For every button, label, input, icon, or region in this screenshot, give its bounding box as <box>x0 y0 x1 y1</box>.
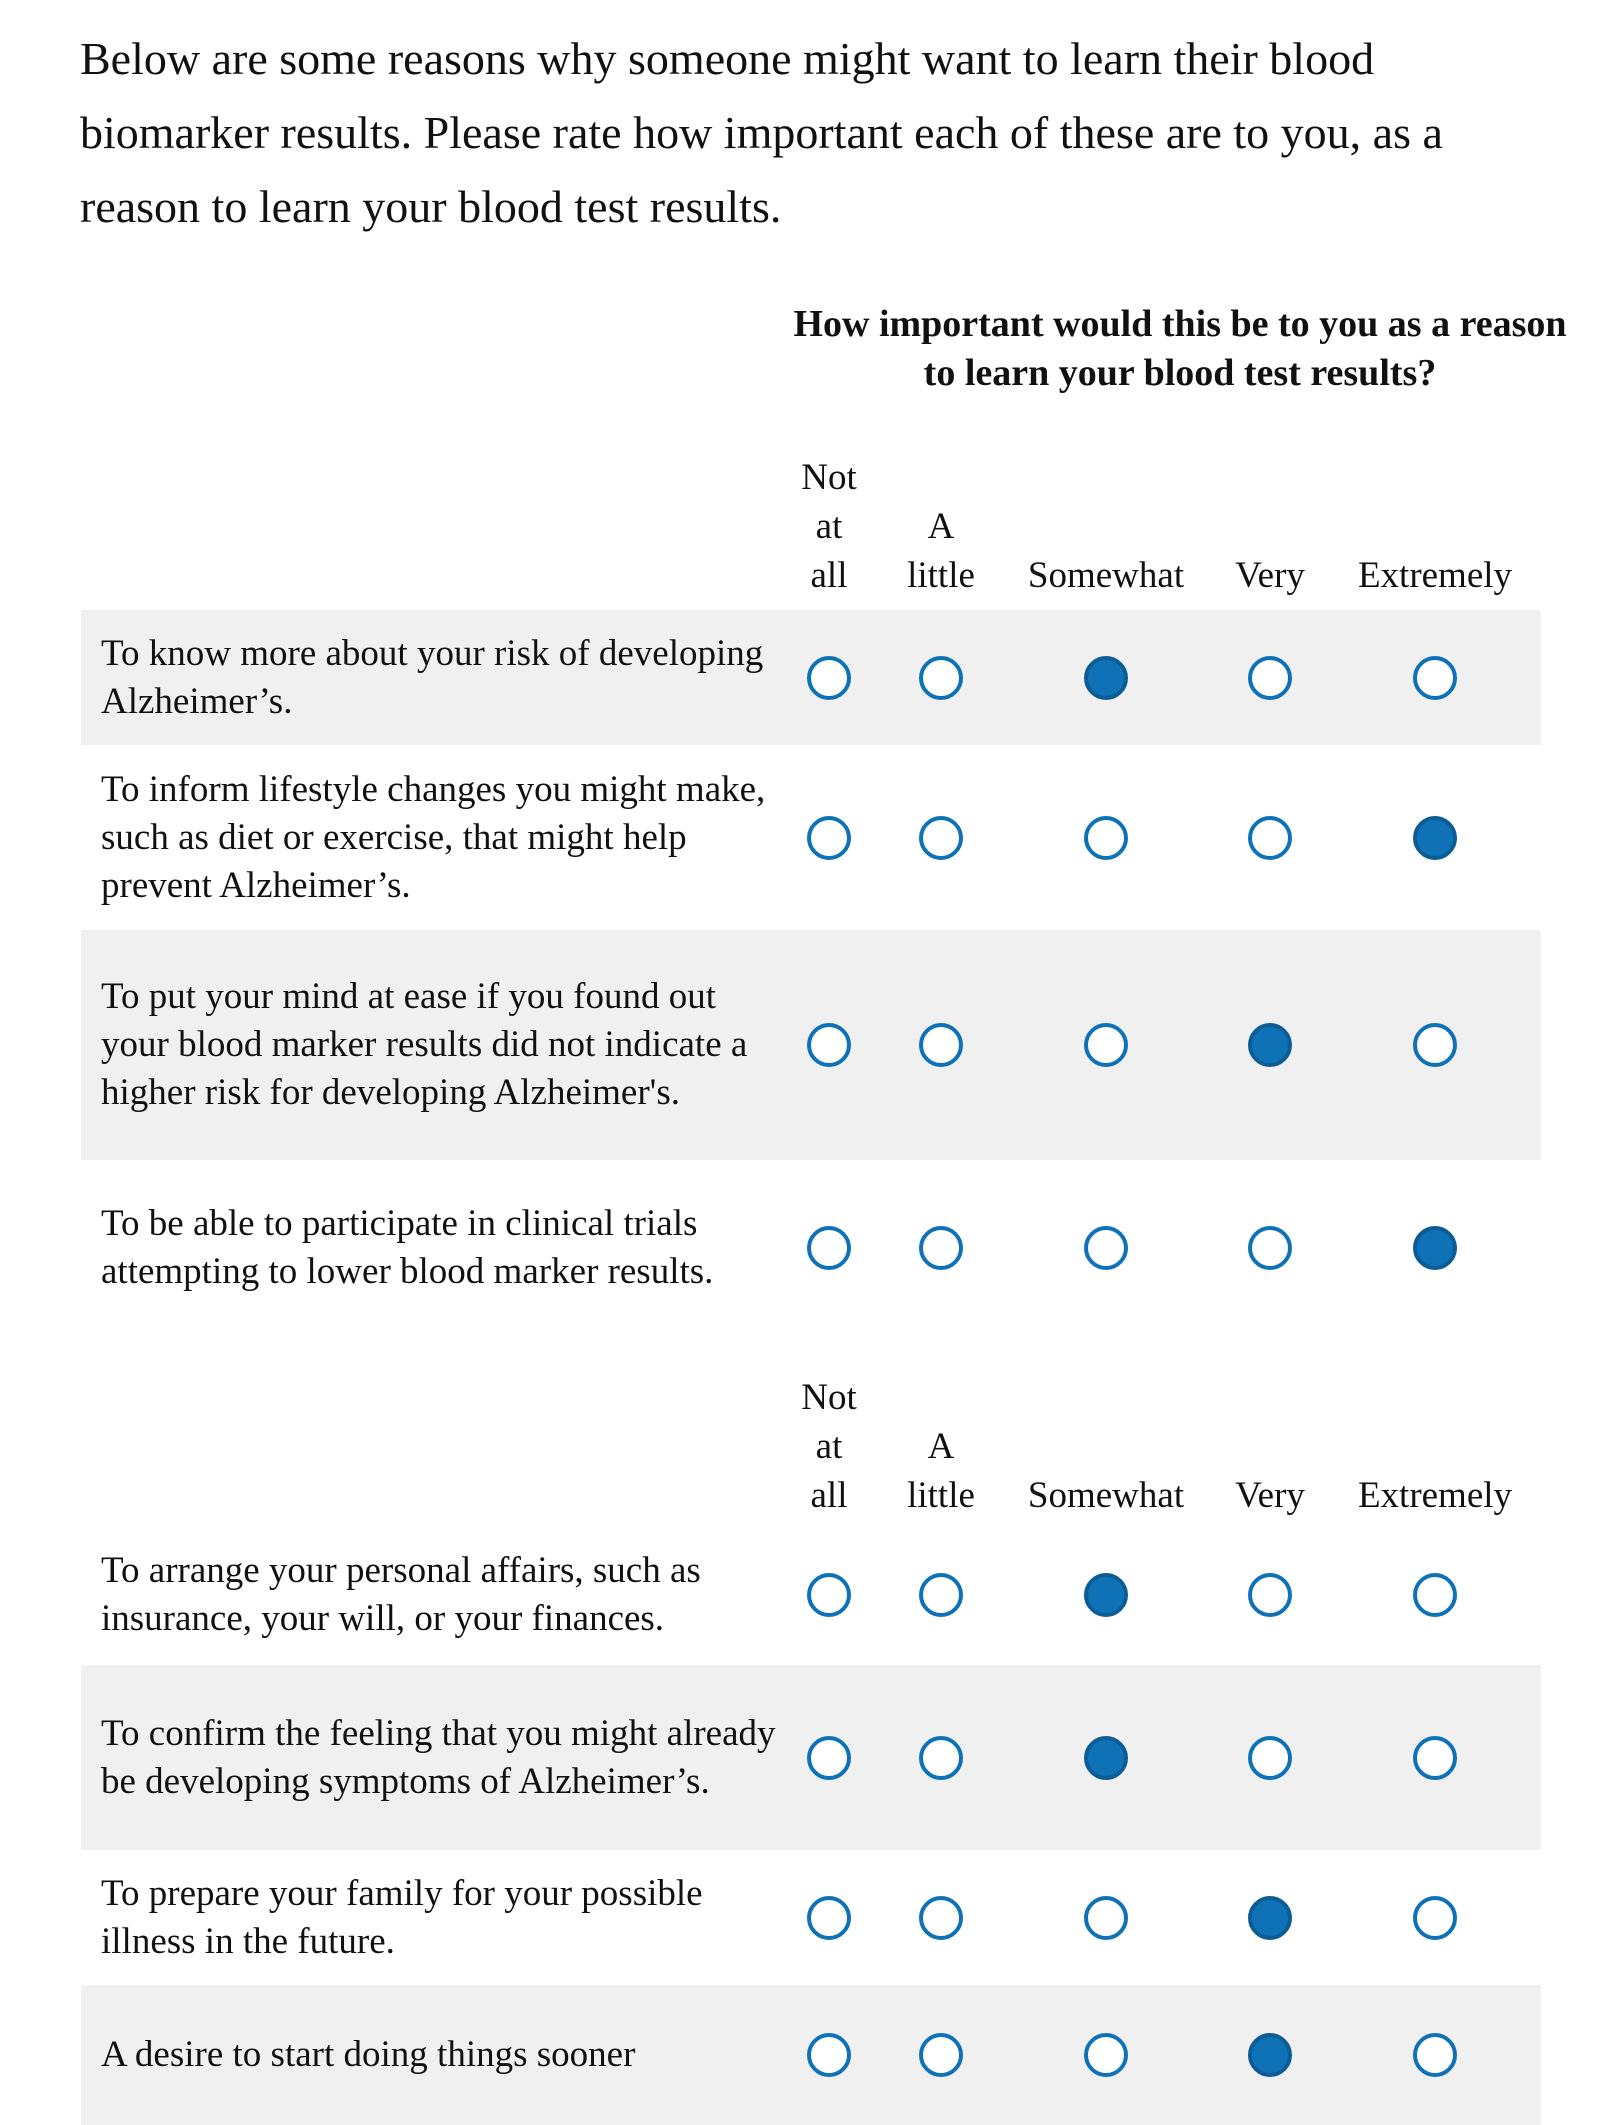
radio-a-little[interactable] <box>919 1895 963 1940</box>
radio-somewhat[interactable] <box>1084 1225 1128 1270</box>
matrix-column-title: How important would this be to you as a … <box>793 303 1567 394</box>
statement-text: To inform lifestyle changes you might ma… <box>101 768 766 906</box>
radio-very[interactable] <box>1248 1225 1292 1270</box>
statement-text: To know more about your risk of developi… <box>101 632 764 722</box>
statement-text: To arrange your personal affairs, such a… <box>101 1550 701 1639</box>
scale-label-very: Very <box>1235 555 1305 596</box>
radio-extremely[interactable] <box>1413 1573 1457 1617</box>
radio-somewhat[interactable] <box>1084 1573 1128 1617</box>
question-intro: Below are some reasons why someone might… <box>80 33 1443 232</box>
statement-row: To arrange your personal affairs, such a… <box>81 1525 1541 1665</box>
radio-a-little[interactable] <box>919 1225 963 1270</box>
radio-extremely[interactable] <box>1413 1023 1457 1067</box>
scale-label-a-little: A little <box>907 1426 975 1516</box>
statement-row: To be able to participate in clinical tr… <box>81 1160 1541 1335</box>
statement-text: To put your mind at ease if you found ou… <box>101 976 748 1113</box>
radio-very[interactable] <box>1248 1573 1292 1617</box>
radio-a-little[interactable] <box>919 655 963 700</box>
radio-extremely[interactable] <box>1413 2033 1457 2077</box>
statement-row: A desire to start doing things sooner <box>81 1985 1541 2125</box>
radio-somewhat[interactable] <box>1084 1023 1128 1067</box>
radio-somewhat[interactable] <box>1084 1735 1128 1780</box>
radio-not-at-all[interactable] <box>807 1225 851 1270</box>
radio-very[interactable] <box>1248 1023 1292 1067</box>
radio-extremely[interactable] <box>1413 1895 1457 1940</box>
scale-label-extremely: Extremely <box>1357 555 1513 596</box>
scale-label-not-at-all: Not at all <box>801 457 857 596</box>
statement-row: To know more about your risk of developi… <box>81 610 1541 745</box>
radio-very[interactable] <box>1248 1735 1292 1780</box>
statement-text: To confirm the feeling that you might al… <box>101 1712 776 1802</box>
statement-text: To prepare your family for your possible… <box>101 1872 703 1962</box>
radio-somewhat[interactable] <box>1084 1895 1128 1940</box>
radio-somewhat[interactable] <box>1084 655 1128 700</box>
scale-label-extremely: Extremely <box>1357 1475 1513 1516</box>
radio-not-at-all[interactable] <box>807 1735 851 1780</box>
statement-row: To inform lifestyle changes you might ma… <box>81 745 1541 930</box>
radio-not-at-all[interactable] <box>807 655 851 700</box>
radio-very[interactable] <box>1248 655 1292 700</box>
statement-text: A desire to start doing things sooner <box>101 2034 636 2075</box>
radio-not-at-all[interactable] <box>807 1895 851 1940</box>
radio-a-little[interactable] <box>919 1735 963 1780</box>
scale-label-not-at-all: Not at all <box>801 1377 857 1516</box>
radio-not-at-all[interactable] <box>807 1573 851 1617</box>
radio-very[interactable] <box>1248 1895 1292 1940</box>
radio-not-at-all[interactable] <box>807 815 851 860</box>
radio-very[interactable] <box>1248 2033 1292 2077</box>
scale-label-somewhat: Somewhat <box>1027 555 1185 596</box>
radio-extremely[interactable] <box>1413 655 1457 700</box>
radio-not-at-all[interactable] <box>807 1023 851 1067</box>
scale-header: Not at all A little Somewhat Very Extremely <box>0 1360 1620 1520</box>
radio-somewhat[interactable] <box>1084 2033 1128 2077</box>
radio-very[interactable] <box>1248 815 1292 860</box>
radio-a-little[interactable] <box>919 2033 963 2077</box>
scale-label-somewhat: Somewhat <box>1027 1475 1185 1516</box>
scale-label-very: Very <box>1235 1475 1305 1516</box>
statement-text: To be able to participate in clinical tr… <box>101 1202 714 1292</box>
radio-not-at-all[interactable] <box>807 2033 851 2077</box>
radio-extremely[interactable] <box>1413 1735 1457 1780</box>
radio-extremely[interactable] <box>1413 1225 1457 1270</box>
statement-row: To confirm the feeling that you might al… <box>81 1665 1541 1850</box>
radio-a-little[interactable] <box>919 815 963 860</box>
statement-row: To put your mind at ease if you found ou… <box>81 930 1541 1160</box>
radio-a-little[interactable] <box>919 1023 963 1067</box>
statement-row: To prepare your family for your possible… <box>81 1850 1541 1985</box>
scale-header: Not at all A little Somewhat Very Extremely <box>0 440 1620 600</box>
scale-label-a-little: A little <box>907 506 975 596</box>
radio-a-little[interactable] <box>919 1573 963 1617</box>
radio-extremely[interactable] <box>1413 815 1457 860</box>
radio-somewhat[interactable] <box>1084 815 1128 860</box>
